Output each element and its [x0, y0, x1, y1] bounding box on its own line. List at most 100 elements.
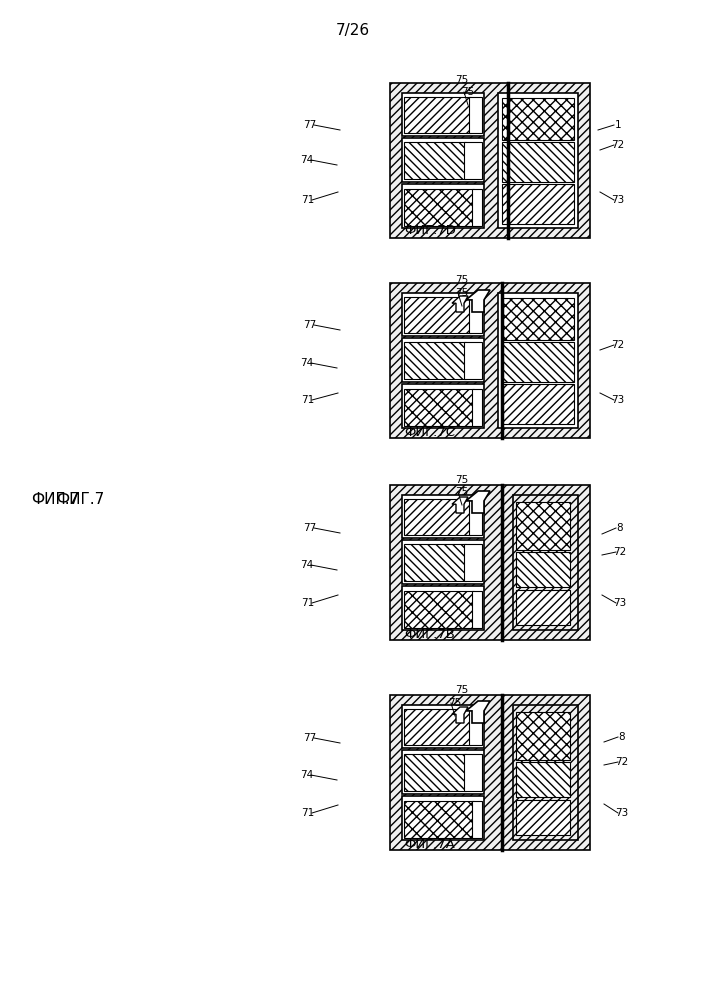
Bar [404, 499, 471, 535]
Bar [402, 292, 484, 336]
Polygon shape [452, 707, 468, 723]
Text: 74: 74 [300, 770, 314, 780]
Bar [402, 93, 484, 136]
Bar [472, 189, 482, 226]
Text: 75: 75 [448, 698, 462, 708]
Text: 75: 75 [455, 275, 469, 285]
Text: ФИГ.7C: ФИГ.7C [404, 426, 455, 438]
Bar [390, 282, 590, 438]
Text: 71: 71 [301, 808, 315, 818]
Bar [469, 709, 482, 745]
Polygon shape [452, 296, 468, 312]
Text: 7/26: 7/26 [336, 22, 370, 37]
Text: 8: 8 [619, 732, 625, 742]
Bar [402, 796, 484, 840]
Text: 77: 77 [303, 320, 317, 330]
Text: 74: 74 [300, 560, 314, 570]
Text: 71: 71 [301, 195, 315, 205]
Bar [390, 485, 590, 640]
Text: 71: 71 [301, 395, 315, 405]
Text: 71: 71 [301, 598, 315, 608]
Text: ФИГ.7: ФИГ.7 [31, 492, 79, 508]
Bar [402, 704, 484, 748]
Bar [502, 298, 574, 340]
Text: ФИГ.7B: ФИГ.7B [404, 629, 455, 642]
Bar [516, 589, 570, 624]
Bar [516, 712, 570, 760]
Polygon shape [452, 497, 468, 513]
Bar [472, 591, 482, 628]
Bar [498, 292, 578, 428]
Bar [404, 754, 466, 791]
Bar [516, 552, 570, 587]
Bar [464, 342, 482, 379]
Bar [404, 591, 474, 628]
Bar [390, 83, 590, 237]
Text: 72: 72 [615, 757, 629, 767]
Bar [402, 586, 484, 630]
Bar [502, 384, 574, 424]
Text: 75: 75 [455, 685, 469, 695]
Bar [498, 93, 578, 228]
Text: 77: 77 [303, 733, 317, 743]
Bar [404, 97, 471, 133]
Bar [502, 98, 574, 140]
Bar [502, 342, 574, 382]
Bar [402, 384, 484, 428]
Bar [464, 142, 482, 179]
Bar [404, 297, 471, 333]
Bar [516, 800, 570, 834]
Polygon shape [466, 701, 490, 723]
Bar [502, 184, 574, 224]
Text: 75: 75 [455, 288, 469, 298]
Bar [404, 342, 466, 379]
Text: 8: 8 [617, 523, 624, 533]
Bar [464, 544, 482, 581]
Bar [402, 338, 484, 382]
Text: ФИГ.7D: ФИГ.7D [404, 224, 456, 236]
Bar [513, 494, 578, 630]
Polygon shape [466, 491, 490, 513]
Text: 73: 73 [612, 195, 624, 205]
Bar [404, 189, 474, 226]
Text: ФИГ.7A: ФИГ.7A [404, 838, 455, 852]
Bar [502, 142, 574, 182]
Text: 74: 74 [300, 155, 314, 165]
Text: 75: 75 [455, 75, 469, 85]
Text: 75: 75 [462, 87, 474, 97]
Bar [469, 297, 482, 333]
Bar [404, 142, 466, 179]
Polygon shape [466, 290, 490, 312]
Text: 75: 75 [455, 475, 469, 485]
Bar [402, 184, 484, 228]
Bar [516, 762, 570, 797]
Bar [402, 750, 484, 794]
Text: 77: 77 [303, 120, 317, 130]
Text: 73: 73 [615, 808, 629, 818]
Bar [402, 494, 484, 538]
Bar [404, 801, 474, 838]
Bar [472, 801, 482, 838]
Bar [469, 97, 482, 133]
Bar [402, 540, 484, 584]
Text: 72: 72 [614, 547, 626, 557]
Text: 77: 77 [303, 523, 317, 533]
Text: 73: 73 [612, 395, 624, 405]
Bar [404, 389, 474, 426]
Text: 72: 72 [612, 140, 624, 150]
Text: 1: 1 [614, 120, 621, 130]
Text: 75: 75 [455, 487, 469, 497]
Text: 73: 73 [614, 598, 626, 608]
Bar [402, 138, 484, 182]
Bar [404, 544, 466, 581]
Bar [390, 694, 590, 850]
Text: ФИГ.7: ФИГ.7 [56, 492, 104, 508]
Bar [469, 499, 482, 535]
Bar [404, 709, 471, 745]
Bar [516, 502, 570, 550]
Text: 72: 72 [612, 340, 624, 350]
Bar [472, 389, 482, 426]
Bar [513, 704, 578, 840]
Bar [464, 754, 482, 791]
Text: 74: 74 [300, 358, 314, 368]
